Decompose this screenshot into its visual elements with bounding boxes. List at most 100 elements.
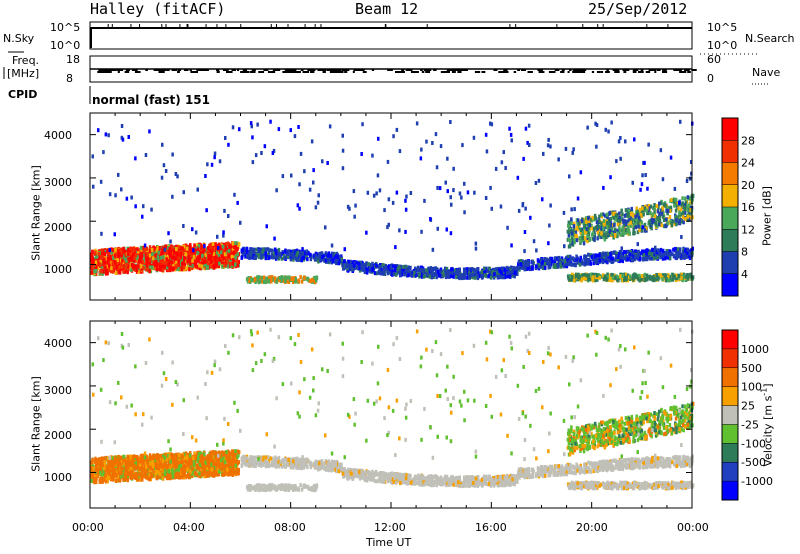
velocity-cell: [166, 454, 170, 458]
power-cell: [100, 248, 104, 253]
power-cell: [210, 250, 214, 255]
velocity-cell: [155, 456, 159, 461]
velocity-cell: [152, 470, 155, 475]
power-cell: [193, 248, 197, 253]
velocity-cell: [159, 474, 162, 479]
velocity-cell: [208, 465, 211, 470]
velocity-cell: [131, 461, 134, 466]
power-cell: [409, 272, 412, 277]
power-cell: [97, 262, 101, 267]
power-cell: [592, 261, 595, 266]
power-cell: [149, 258, 152, 262]
velocity-cell: [129, 454, 132, 459]
power-cell: [192, 262, 196, 267]
velocity-cell: [132, 454, 136, 459]
velocity-cell: [189, 469, 192, 474]
velocity-cell: [114, 458, 118, 463]
velocity-cell: [224, 452, 227, 457]
power-cell: [111, 269, 115, 274]
velocity-cell: [177, 453, 181, 458]
velocity-cell: [130, 475, 133, 480]
power-cell: [203, 266, 206, 271]
power-cell: [90, 261, 94, 266]
velocity-cell: [157, 458, 160, 463]
power-cell: [225, 247, 229, 252]
velocity-cell: [170, 455, 174, 460]
power-cell: [110, 250, 113, 255]
power-cell: [172, 256, 175, 260]
velocity-cell: [176, 471, 179, 476]
velocity-cell: [198, 463, 202, 468]
velocity-cell: [111, 477, 115, 482]
velocity-cell: [157, 466, 160, 471]
velocity-cell: [123, 477, 127, 482]
power-cell: [110, 266, 113, 271]
power-cell: [122, 246, 125, 251]
power-cell: [183, 262, 186, 267]
power-cell: [168, 266, 172, 271]
velocity-cell: [177, 474, 180, 479]
velocity-cell: [102, 456, 105, 461]
power-cell: [197, 243, 201, 248]
power-cell: [161, 268, 165, 273]
velocity-cell: [162, 463, 165, 468]
velocity-cell: [103, 466, 106, 470]
velocity-cell: [234, 470, 237, 475]
velocity-cell: [127, 456, 130, 460]
power-cell: [191, 258, 194, 263]
velocity-cell: [309, 465, 313, 470]
velocity-cell: [181, 469, 184, 474]
velocity-cell: [201, 461, 204, 466]
power-cell: [235, 249, 238, 254]
velocity-cell: [175, 468, 178, 473]
power-cell: [230, 257, 233, 262]
power-cell: [111, 266, 114, 270]
velocity-cell: [191, 466, 194, 471]
velocity-cell: [148, 476, 151, 481]
velocity-ytick-4000: 4000: [44, 337, 72, 350]
velocity-cell: [106, 468, 109, 473]
power-cell: [152, 256, 155, 261]
power-cell: [188, 257, 191, 262]
power-cell: [186, 259, 189, 264]
velocity-cell: [101, 459, 105, 464]
velocity-cell: [151, 460, 154, 464]
velocity-cell: [105, 476, 108, 481]
power-cell: [124, 257, 128, 262]
velocity-cell: [198, 474, 202, 479]
power-cell: [181, 250, 185, 254]
cpid-value: normal (fast) 151: [92, 93, 210, 107]
power-cell: [99, 269, 102, 274]
velocity-cell: [192, 463, 196, 468]
velocity-cell: [187, 462, 190, 467]
power-cell: [200, 258, 204, 263]
velocity-cell: [199, 451, 203, 456]
power-cell: [186, 266, 190, 271]
velocity-cell: [182, 473, 186, 478]
velocity-cell: [221, 452, 225, 457]
velocity-cell: [163, 472, 167, 477]
velocity-cell: [148, 473, 152, 478]
power-cell: [124, 266, 127, 271]
velocity-ytick-1000: 1000: [44, 471, 72, 484]
velocity-cell: [161, 466, 165, 471]
power-cell: [99, 262, 102, 267]
velocity-cell: [194, 470, 197, 475]
velocity-cell: [165, 473, 169, 478]
velocity-cell: [223, 460, 227, 465]
power-cell: [125, 260, 128, 265]
velocity-cell: [171, 468, 174, 473]
power-cell: [196, 255, 200, 260]
power-cell: [175, 247, 178, 251]
velocity-cell: [217, 459, 221, 464]
velocity-cell: [212, 473, 216, 478]
velocity-cell: [212, 459, 216, 464]
velocity-cell: [143, 458, 146, 462]
velocity-cell: [122, 454, 125, 459]
power-cell: [169, 251, 172, 256]
power-cell: [112, 255, 115, 260]
power-cell: [197, 257, 200, 262]
velocity-cell: [108, 468, 112, 473]
power-cell: [214, 263, 217, 268]
velocity-cell: [150, 473, 153, 478]
